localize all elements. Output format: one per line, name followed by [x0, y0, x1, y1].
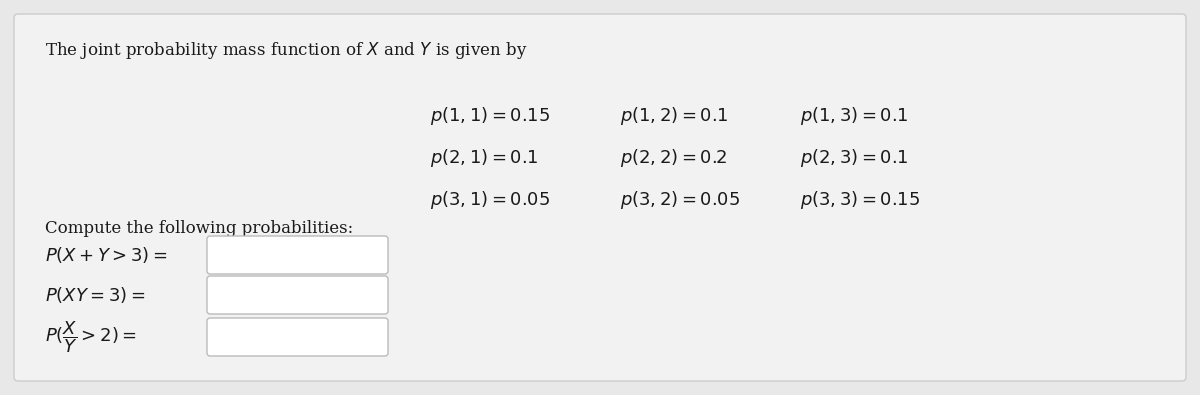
Text: Compute the following probabilities:: Compute the following probabilities:: [46, 220, 353, 237]
Text: $p(2,1) = 0.1$: $p(2,1) = 0.1$: [430, 147, 539, 169]
Text: $p(2,3) = 0.1$: $p(2,3) = 0.1$: [800, 147, 908, 169]
FancyBboxPatch shape: [208, 318, 388, 356]
Text: $p(1,2) = 0.1$: $p(1,2) = 0.1$: [620, 105, 728, 127]
Text: $P(XY = 3) =$: $P(XY = 3) =$: [46, 285, 145, 305]
Text: $p(3,2) = 0.05$: $p(3,2) = 0.05$: [620, 189, 740, 211]
Text: $P(X+Y > 3) =$: $P(X+Y > 3) =$: [46, 245, 168, 265]
Text: $p(3,1) = 0.05$: $p(3,1) = 0.05$: [430, 189, 551, 211]
Text: $p(3,3) = 0.15$: $p(3,3) = 0.15$: [800, 189, 920, 211]
Text: $P(\dfrac{X}{Y} > 2) =$: $P(\dfrac{X}{Y} > 2) =$: [46, 319, 137, 355]
Text: $p(1,3) = 0.1$: $p(1,3) = 0.1$: [800, 105, 908, 127]
Text: The joint probability mass function of $X$ and $Y$ is given by: The joint probability mass function of $…: [46, 40, 528, 61]
FancyBboxPatch shape: [14, 14, 1186, 381]
Text: $p(2,2) = 0.2$: $p(2,2) = 0.2$: [620, 147, 727, 169]
FancyBboxPatch shape: [208, 276, 388, 314]
FancyBboxPatch shape: [208, 236, 388, 274]
Text: $p(1,1) = 0.15$: $p(1,1) = 0.15$: [430, 105, 551, 127]
